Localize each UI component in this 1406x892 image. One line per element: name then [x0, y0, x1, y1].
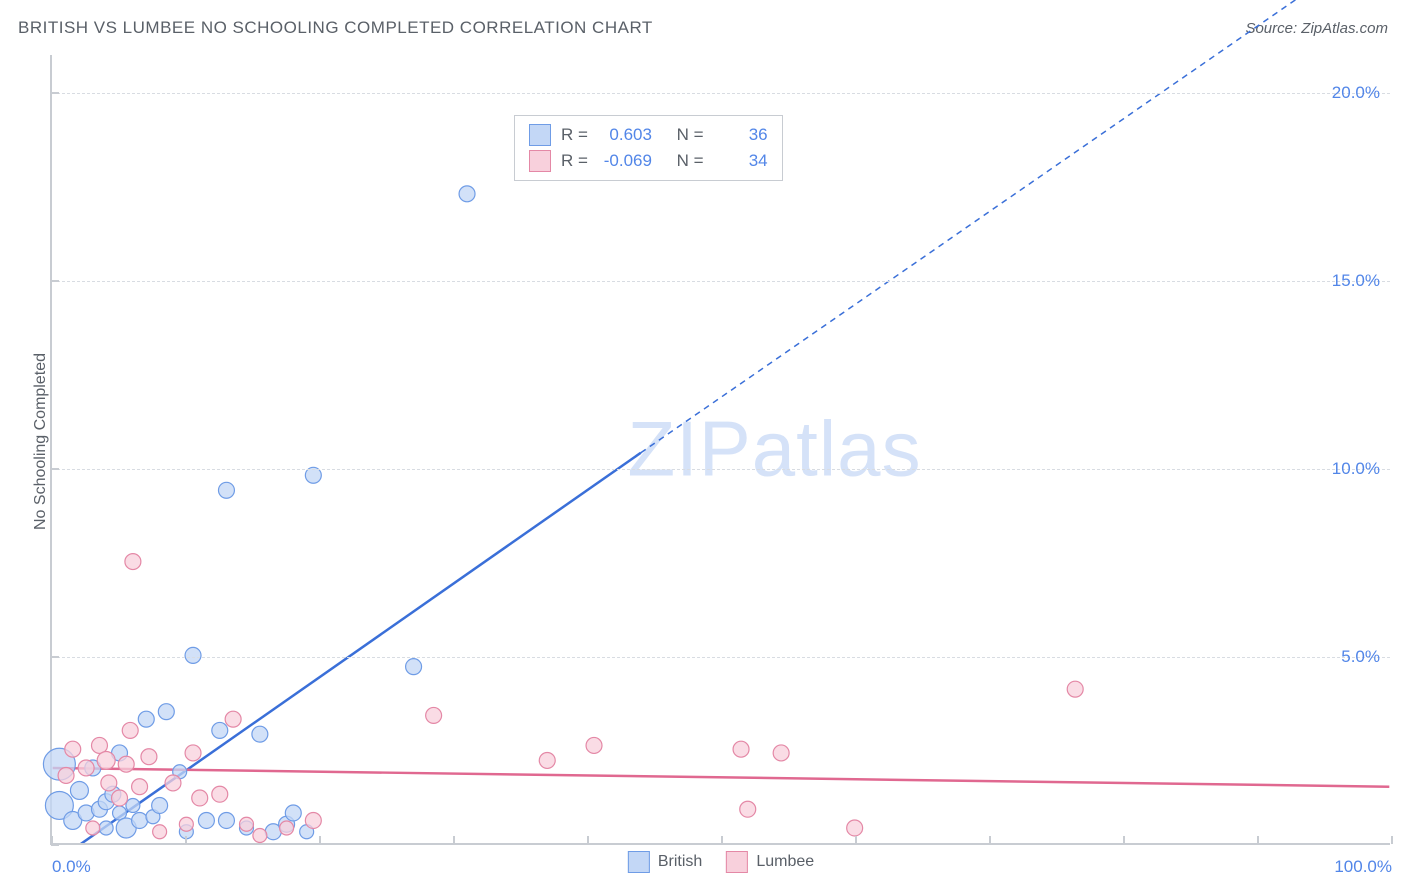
y-tick-label: 5.0%: [1341, 647, 1380, 667]
legend-item-lumbee: Lumbee: [726, 851, 814, 873]
y-tick-label: 20.0%: [1332, 83, 1380, 103]
gridline-h: [52, 469, 1390, 470]
y-tick: [51, 280, 59, 282]
x-tick: [721, 836, 723, 844]
chart-plot-area: ZIPatlas R = 0.603 N = 36 R = -0.069 N =…: [50, 55, 1390, 845]
y-tick: [51, 656, 59, 658]
stats-row-lumbee: R = -0.069 N = 34: [529, 148, 768, 174]
y-tick: [51, 844, 59, 846]
chart-title: BRITISH VS LUMBEE NO SCHOOLING COMPLETED…: [18, 18, 653, 38]
y-tick: [51, 468, 59, 470]
r-label: R =: [561, 151, 588, 171]
y-tick: [51, 92, 59, 94]
stats-row-british: R = 0.603 N = 36: [529, 122, 768, 148]
legend-item-british: British: [628, 851, 702, 873]
x-tick: [989, 836, 991, 844]
y-tick-label: 15.0%: [1332, 271, 1380, 291]
lumbee-r-value: -0.069: [598, 151, 652, 171]
chart-header: BRITISH VS LUMBEE NO SCHOOLING COMPLETED…: [18, 18, 1388, 38]
x-tick-label: 100.0%: [1334, 857, 1392, 877]
legend-label-lumbee: Lumbee: [756, 853, 814, 871]
legend-label-british: British: [658, 853, 702, 871]
lumbee-swatch: [726, 851, 748, 873]
lumbee-swatch: [529, 150, 551, 172]
r-label: R =: [561, 125, 588, 145]
lumbee-points: [58, 554, 1083, 843]
british-swatch: [628, 851, 650, 873]
n-label: N =: [677, 125, 704, 145]
y-tick-label: 10.0%: [1332, 459, 1380, 479]
gridline-h: [52, 281, 1390, 282]
british-swatch: [529, 124, 551, 146]
gridline-h: [52, 657, 1390, 658]
x-tick: [185, 836, 187, 844]
x-tick: [453, 836, 455, 844]
chart-legend: British Lumbee: [628, 851, 814, 873]
lumbee-n-value: 34: [714, 151, 768, 171]
british-n-value: 36: [714, 125, 768, 145]
gridline-h: [52, 93, 1390, 94]
n-label: N =: [677, 151, 704, 171]
correlation-stats-box: R = 0.603 N = 36 R = -0.069 N = 34: [514, 115, 783, 181]
x-tick: [1257, 836, 1259, 844]
x-tick: [587, 836, 589, 844]
x-tick: [1391, 836, 1393, 844]
british-r-value: 0.603: [598, 125, 652, 145]
british-points: [43, 186, 475, 840]
x-tick: [855, 836, 857, 844]
chart-source: Source: ZipAtlas.com: [1245, 20, 1388, 37]
x-tick: [51, 836, 53, 844]
x-tick: [1123, 836, 1125, 844]
x-tick-label: 0.0%: [52, 857, 91, 877]
y-axis-label: No Schooling Completed: [32, 353, 50, 530]
x-tick: [319, 836, 321, 844]
